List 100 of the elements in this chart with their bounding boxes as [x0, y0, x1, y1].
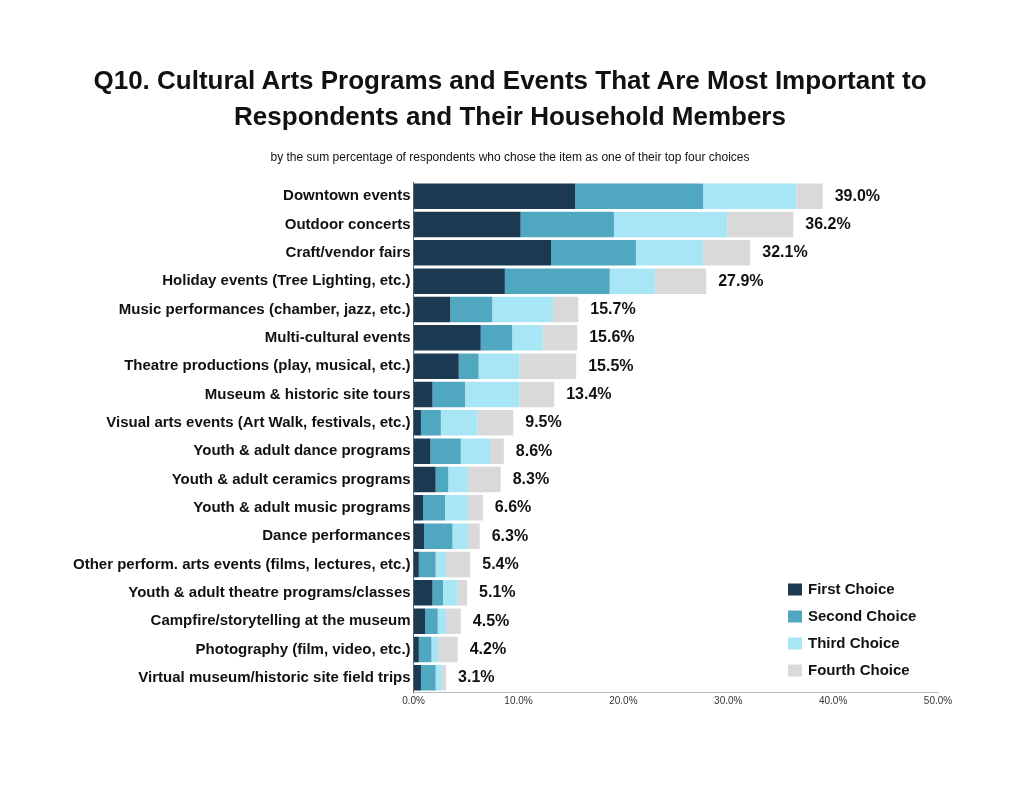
- bar: [542, 325, 578, 351]
- total-label: 32.1%: [762, 243, 808, 261]
- total-label: 5.1%: [479, 583, 516, 601]
- bar: [413, 296, 451, 323]
- y-tick-label: Outdoor concerts: [284, 214, 411, 232]
- total-label: 6.6%: [494, 498, 532, 516]
- bar: [431, 636, 439, 663]
- y-tick-label: Youth & adult dance programs: [193, 441, 411, 459]
- y-tick-label: Youth & adult ceramics programs: [171, 469, 411, 487]
- y-tick-label: Multi-cultural events: [264, 327, 411, 345]
- bar: [609, 268, 655, 294]
- bar: [413, 438, 431, 464]
- bar: [446, 608, 461, 634]
- bar: [413, 636, 419, 663]
- bar: [553, 296, 579, 323]
- bar: [413, 325, 481, 351]
- total-label: 36.2%: [805, 214, 851, 232]
- bar: [432, 580, 443, 606]
- total-label: 13.4%: [566, 384, 612, 402]
- bar: [452, 523, 469, 549]
- bar: [413, 495, 424, 521]
- total-label: 39.0%: [834, 186, 881, 204]
- legend-label: Fourth Choice: [808, 660, 910, 678]
- bar: [420, 665, 436, 691]
- total-label: 8.3%: [512, 469, 550, 487]
- bar: [413, 410, 421, 436]
- bar: [635, 240, 704, 266]
- chart-title: Q10. Cultural Arts Programs and Events That Are Most Important to Respondents and Their Household Members: [92, 64, 928, 133]
- bar: [413, 523, 425, 549]
- total-label: 8.6%: [515, 441, 553, 459]
- bar: [413, 353, 459, 379]
- bar: [703, 240, 751, 266]
- bar: [477, 410, 514, 436]
- bar: [613, 211, 728, 238]
- bar: [442, 580, 458, 606]
- x-tick-label: 30.0%: [714, 694, 743, 706]
- bar: [413, 665, 421, 691]
- bar: [468, 523, 480, 549]
- y-tick-label: Other perform. arts events (films, lectures, etc.): [72, 554, 411, 572]
- bar: [520, 211, 614, 238]
- bar: [445, 495, 469, 521]
- legend-label: Second Choice: [808, 606, 917, 624]
- x-tick-label: 20.0%: [609, 694, 638, 706]
- bar: [450, 296, 493, 323]
- x-tick-label: 10.0%: [504, 694, 533, 706]
- bar: [478, 353, 520, 379]
- x-tick-label: 50.0%: [923, 694, 953, 706]
- bar: [438, 636, 458, 663]
- bar: [423, 495, 446, 521]
- bar: [437, 608, 447, 634]
- bar: [448, 466, 469, 493]
- bar: [575, 183, 704, 209]
- bar: [435, 466, 449, 493]
- legend-label: First Choice: [808, 579, 895, 597]
- bar: [703, 183, 797, 209]
- y-tick-label: Visual arts events (Art Walk, festivals, etc.): [106, 412, 411, 430]
- bar: [446, 551, 471, 578]
- bar: [465, 381, 520, 408]
- total-label: 15.5%: [588, 356, 634, 374]
- y-tick-label: Downtown events: [283, 186, 411, 204]
- bar: [435, 665, 442, 691]
- total-label: 27.9%: [718, 271, 764, 289]
- y-tick-label: Youth & adult theatre programs/classes: [128, 582, 411, 600]
- bar: [490, 438, 504, 464]
- bar: [457, 580, 468, 606]
- bar: [413, 183, 576, 209]
- chart-subtitle: by the sum percentage of respondents who chose the item as one of their top four choices: [269, 150, 751, 164]
- bar: [458, 353, 479, 379]
- y-tick-label: Campfire/storytelling at the museum: [150, 611, 411, 629]
- bar: [420, 410, 441, 436]
- bar: [435, 551, 447, 578]
- bar: [413, 580, 433, 606]
- y-tick-label: Virtual museum/historic site field trips: [138, 667, 411, 685]
- bar: [460, 438, 491, 464]
- bar: [441, 665, 447, 691]
- total-label: 5.4%: [482, 554, 519, 572]
- bar: [425, 608, 438, 634]
- total-label: 6.3%: [491, 526, 529, 544]
- bar: [519, 353, 577, 379]
- bar: [519, 381, 555, 408]
- bar: [796, 183, 823, 209]
- y-tick-label: Craft/vendor fairs: [285, 242, 411, 260]
- y-tick-label: Dance performances: [262, 526, 411, 544]
- y-tick-label: Museum & historic site tours: [204, 384, 411, 402]
- bar: [413, 551, 419, 578]
- bar: [418, 636, 432, 663]
- y-tick-label: Theatre productions (play, musical, etc.): [124, 356, 411, 374]
- x-tick-label: 40.0%: [818, 694, 848, 706]
- y-tick-label: Music performances (chamber, jazz, etc.): [118, 299, 411, 317]
- bar: [468, 495, 483, 521]
- total-label: 15.6%: [589, 328, 635, 346]
- bar: [492, 296, 554, 323]
- legend-label: Third Choice: [808, 633, 900, 651]
- total-label: 15.7%: [590, 299, 636, 317]
- bar: [512, 325, 543, 351]
- bar: [413, 268, 505, 294]
- bar: [504, 268, 610, 294]
- bar: [413, 608, 426, 634]
- total-label: 9.5%: [525, 413, 562, 431]
- bar: [727, 211, 794, 238]
